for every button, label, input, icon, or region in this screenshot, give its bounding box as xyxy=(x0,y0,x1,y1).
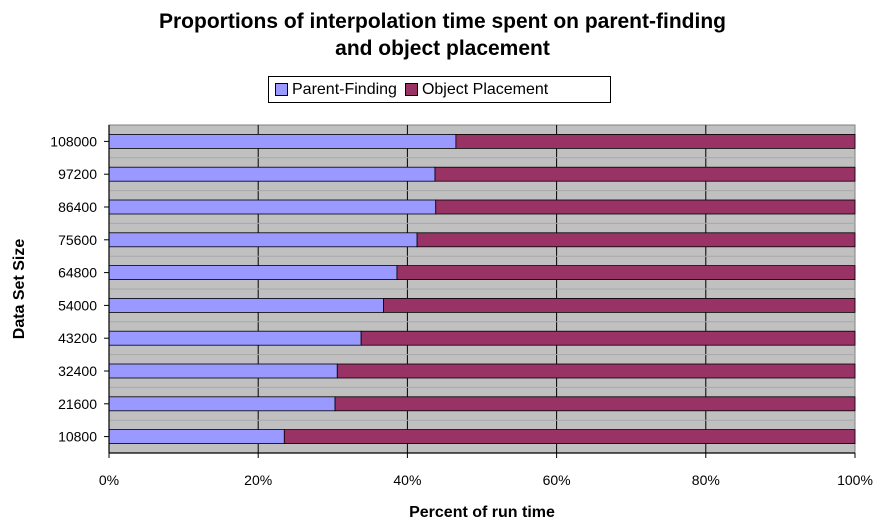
y-tick-label: 32400 xyxy=(58,363,97,379)
legend-item-parent-finding: Parent-Finding xyxy=(275,81,397,99)
bar-object-placement xyxy=(360,330,856,346)
bar-parent-finding xyxy=(108,133,457,149)
bar-object-placement xyxy=(396,265,856,281)
y-axis-title: Data Set Size xyxy=(11,239,28,340)
bar-object-placement xyxy=(434,166,856,182)
bar-object-placement xyxy=(383,297,856,313)
legend-label-object-placement: Object Placement xyxy=(421,80,549,98)
legend-swatch-parent-finding xyxy=(275,83,288,96)
y-tick-label: 108000 xyxy=(50,133,97,149)
bar-object-placement xyxy=(283,429,856,445)
bar-parent-finding xyxy=(108,232,418,248)
bar-object-placement xyxy=(455,133,856,149)
bar-parent-finding xyxy=(108,363,338,379)
chart-title-line-2: and object placement xyxy=(335,37,550,60)
chart-title-line-1: Proportions of interpolation time spent … xyxy=(159,10,726,33)
x-tick-label: 60% xyxy=(543,472,571,488)
bar-parent-finding xyxy=(108,429,285,445)
bar-object-placement xyxy=(435,199,856,215)
y-tick-label: 64800 xyxy=(58,265,97,281)
x-tick-label: 40% xyxy=(393,472,421,488)
x-tick-label: 100% xyxy=(837,472,873,488)
legend-swatch-object-placement xyxy=(404,83,418,96)
bar-object-placement xyxy=(416,232,856,248)
bar-object-placement xyxy=(336,363,856,379)
bar-parent-finding xyxy=(108,297,384,313)
y-tick-label: 10800 xyxy=(58,429,97,445)
x-axis-title: Percent of run time xyxy=(409,504,555,521)
bar-parent-finding xyxy=(108,330,362,346)
x-tick-label: 0% xyxy=(99,472,119,488)
chart-legend: Parent-Finding Object Placement xyxy=(268,76,611,103)
y-tick-label: 86400 xyxy=(58,199,97,215)
bar-object-placement xyxy=(334,396,856,412)
bar-parent-finding xyxy=(108,265,398,281)
x-tick-label: 80% xyxy=(692,472,720,488)
y-tick-label: 54000 xyxy=(58,297,97,313)
x-tick-label: 20% xyxy=(244,472,272,488)
y-tick-label: 75600 xyxy=(58,232,97,248)
legend-item-object-placement: Object Placement xyxy=(404,80,549,99)
legend-label-parent-finding: Parent-Finding xyxy=(292,80,397,98)
y-tick-label: 97200 xyxy=(58,166,97,182)
y-tick-label: 21600 xyxy=(58,396,97,412)
y-tick-label: 43200 xyxy=(58,330,97,346)
bar-parent-finding xyxy=(108,396,336,412)
bar-parent-finding xyxy=(108,199,437,215)
bar-parent-finding xyxy=(108,166,436,182)
